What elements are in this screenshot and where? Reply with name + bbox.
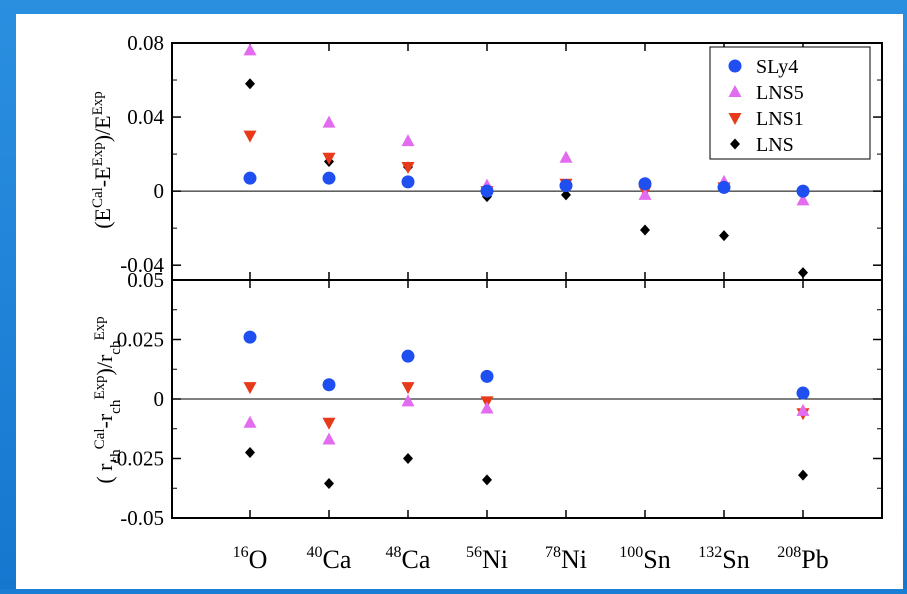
top-point-lns5-16o — [244, 43, 257, 55]
top-point-sly4-40ca — [323, 172, 336, 185]
x-label-56ni: 56Ni — [466, 544, 508, 574]
legend-label-lns1: LNS1 — [756, 108, 804, 130]
top-point-sly4-132sn — [718, 181, 731, 194]
top-point-sly4-78ni — [560, 179, 573, 192]
x-label-100sn: 100Sn — [619, 544, 670, 574]
bottom-point-sly4-40ca — [323, 378, 336, 391]
x-label-78ni: 78Ni — [545, 544, 587, 574]
bottom-ylabel: ( rchCal-rchExp)/rchExp — [92, 316, 124, 483]
top-point-sly4-56ni — [481, 185, 494, 198]
bottom-point-sly4-56ni — [481, 370, 494, 383]
top-ylabel: (ECal-EExp)/EExp — [90, 91, 115, 229]
top-ytick-label: 0.08 — [127, 31, 164, 55]
figure-panel: 0.08 0.04 0 -0.04 0.05 0.025 0 -0.025 -0.05 16O… — [16, 14, 903, 589]
x-label-16o: 16O — [233, 544, 268, 574]
bottom-point-lns5-16o — [244, 416, 257, 428]
bottom-point-lns-48ca — [403, 453, 413, 464]
bottom-ytick-label: -0.05 — [120, 506, 164, 530]
top-ytick-label: 0 — [154, 179, 165, 203]
bottom-ytick-label: 0 — [154, 387, 165, 411]
bottom-point-lns-16o — [245, 447, 255, 458]
bottom-point-sly4-16o — [244, 331, 257, 344]
top-point-lns1-48ca — [402, 162, 415, 174]
top-point-lns-16o — [245, 78, 255, 89]
top-point-sly4-48ca — [402, 175, 415, 188]
top-ytick-label: 0.04 — [127, 105, 164, 129]
top-point-lns5-48ca — [402, 134, 415, 146]
top-point-lns5-78ni — [560, 151, 573, 163]
bottom-point-lns5-48ca — [402, 394, 415, 406]
bottom-ytick-label: 0.05 — [127, 268, 164, 292]
bottom-point-lns-56ni — [482, 474, 492, 485]
bottom-point-lns-40ca — [324, 478, 334, 489]
top-point-lns5-40ca — [323, 116, 336, 128]
top-point-lns1-40ca — [323, 153, 336, 165]
x-axis-labels: 16O 40Ca 48Ca 56Ni 78Ni 100Sn 132Sn 208Pb — [233, 544, 829, 574]
top-point-lns-208pb — [798, 267, 808, 278]
bottom-point-lns5-56ni — [481, 402, 494, 414]
x-label-132sn: 132Sn — [698, 544, 749, 574]
bottom-point-sly4-48ca — [402, 350, 415, 363]
legend-label-sly4: SLy4 — [756, 56, 798, 78]
bottom-point-sly4-208pb — [797, 387, 810, 400]
top-point-sly4-208pb — [797, 185, 810, 198]
top-point-sly4-16o — [244, 172, 257, 185]
bottom-point-lns5-40ca — [323, 432, 336, 444]
bottom-point-lns1-40ca — [323, 418, 336, 430]
top-point-lns1-16o — [244, 131, 257, 143]
x-label-48ca: 48Ca — [386, 544, 431, 574]
x-label-208pb: 208Pb — [777, 544, 828, 574]
x-label-40ca: 40Ca — [307, 544, 352, 574]
bottom-point-lns-208pb — [798, 470, 808, 481]
legend-label-lns: LNS — [756, 134, 794, 156]
bottom-point-lns1-16o — [244, 382, 257, 394]
legend-label-lns5: LNS5 — [756, 82, 804, 104]
bottom-point-lns1-48ca — [402, 382, 415, 394]
top-point-sly4-100sn — [639, 177, 652, 190]
top-point-lns-100sn — [640, 225, 650, 236]
legend-marker-sly4 — [729, 60, 742, 73]
legend: SLy4 LNS5 LNS1 LNS — [710, 47, 870, 159]
top-point-lns-132sn — [719, 230, 729, 241]
